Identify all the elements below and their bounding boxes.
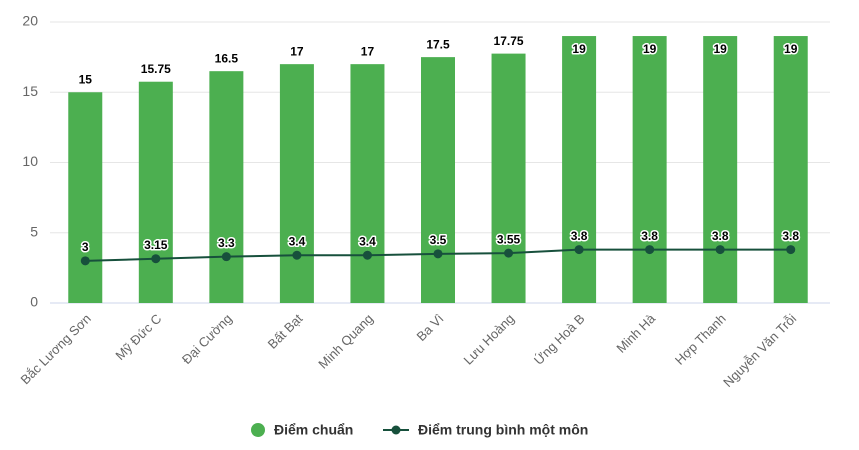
x-tick-label: Hợp Thanh xyxy=(672,311,729,368)
data-label: 19 xyxy=(572,42,586,56)
bar xyxy=(703,36,738,304)
y-tick-label: 20 xyxy=(22,13,38,29)
point xyxy=(786,245,796,255)
x-tick-label: Bắc Lương Sơn xyxy=(17,311,93,387)
data-label: 3.8 xyxy=(712,229,729,243)
x-tick-label: Mỹ Đức C xyxy=(112,311,164,363)
bar xyxy=(68,92,103,303)
point xyxy=(151,254,161,264)
data-label: 19 xyxy=(643,42,657,56)
x-tick-label: Đại Cường xyxy=(179,311,235,367)
x-tick-label: Nguyễn Văn Trỗi xyxy=(720,311,799,390)
data-label: 19 xyxy=(714,42,728,56)
point xyxy=(715,245,725,255)
data-label: 3.15 xyxy=(144,238,168,252)
data-label: 3.8 xyxy=(782,229,799,243)
bar xyxy=(632,36,667,304)
data-label: 17.75 xyxy=(494,34,524,48)
x-tick-label: Minh Hà xyxy=(613,310,658,355)
y-tick-label: 0 xyxy=(30,294,38,310)
bar xyxy=(209,71,244,303)
x-tick-label: Lưu Hoàng xyxy=(460,311,517,368)
legend-swatch xyxy=(391,425,401,435)
data-label: 17.5 xyxy=(426,37,450,51)
point xyxy=(80,256,90,266)
data-label: 3.4 xyxy=(359,234,376,248)
bar xyxy=(138,81,173,304)
data-label: 3.8 xyxy=(641,229,658,243)
data-label: 3.4 xyxy=(289,234,306,248)
bar xyxy=(421,57,455,303)
bar xyxy=(773,36,808,304)
data-label: 15 xyxy=(79,72,93,86)
data-label: 16.5 xyxy=(215,51,239,65)
point xyxy=(574,245,584,255)
data-label: 17 xyxy=(290,44,304,58)
x-tick-label: Ứng Hoà B xyxy=(531,311,588,368)
legend-swatch xyxy=(251,423,265,437)
y-tick-label: 10 xyxy=(22,153,38,169)
legend-label: Điểm trung bình một môn xyxy=(418,422,588,438)
data-label: 15.75 xyxy=(141,62,171,76)
data-label: 3.55 xyxy=(497,232,521,246)
bar xyxy=(491,53,526,303)
point xyxy=(292,250,302,260)
point xyxy=(504,248,514,258)
legend-item: Điểm trung bình một môn xyxy=(383,422,588,438)
data-label: 3.5 xyxy=(430,233,447,247)
data-label: 19 xyxy=(784,42,798,56)
point xyxy=(362,250,372,260)
point xyxy=(221,252,231,262)
legend-item: Điểm chuẩn xyxy=(251,422,353,438)
bar xyxy=(279,64,314,304)
point xyxy=(645,245,655,255)
point xyxy=(433,249,443,259)
bar xyxy=(350,64,385,304)
legend-label: Điểm chuẩn xyxy=(274,422,353,438)
data-label: 3.3 xyxy=(218,236,235,250)
y-tick-label: 5 xyxy=(30,223,38,239)
x-tick-label: Minh Quang xyxy=(315,311,376,372)
bar xyxy=(562,36,597,304)
x-tick-label: Ba Vì xyxy=(413,311,446,344)
data-label: 3.8 xyxy=(571,229,588,243)
y-tick-label: 15 xyxy=(22,83,38,99)
data-label: 3 xyxy=(82,240,89,254)
x-tick-label: Bất Bạt xyxy=(265,311,306,352)
data-label: 17 xyxy=(361,44,375,58)
